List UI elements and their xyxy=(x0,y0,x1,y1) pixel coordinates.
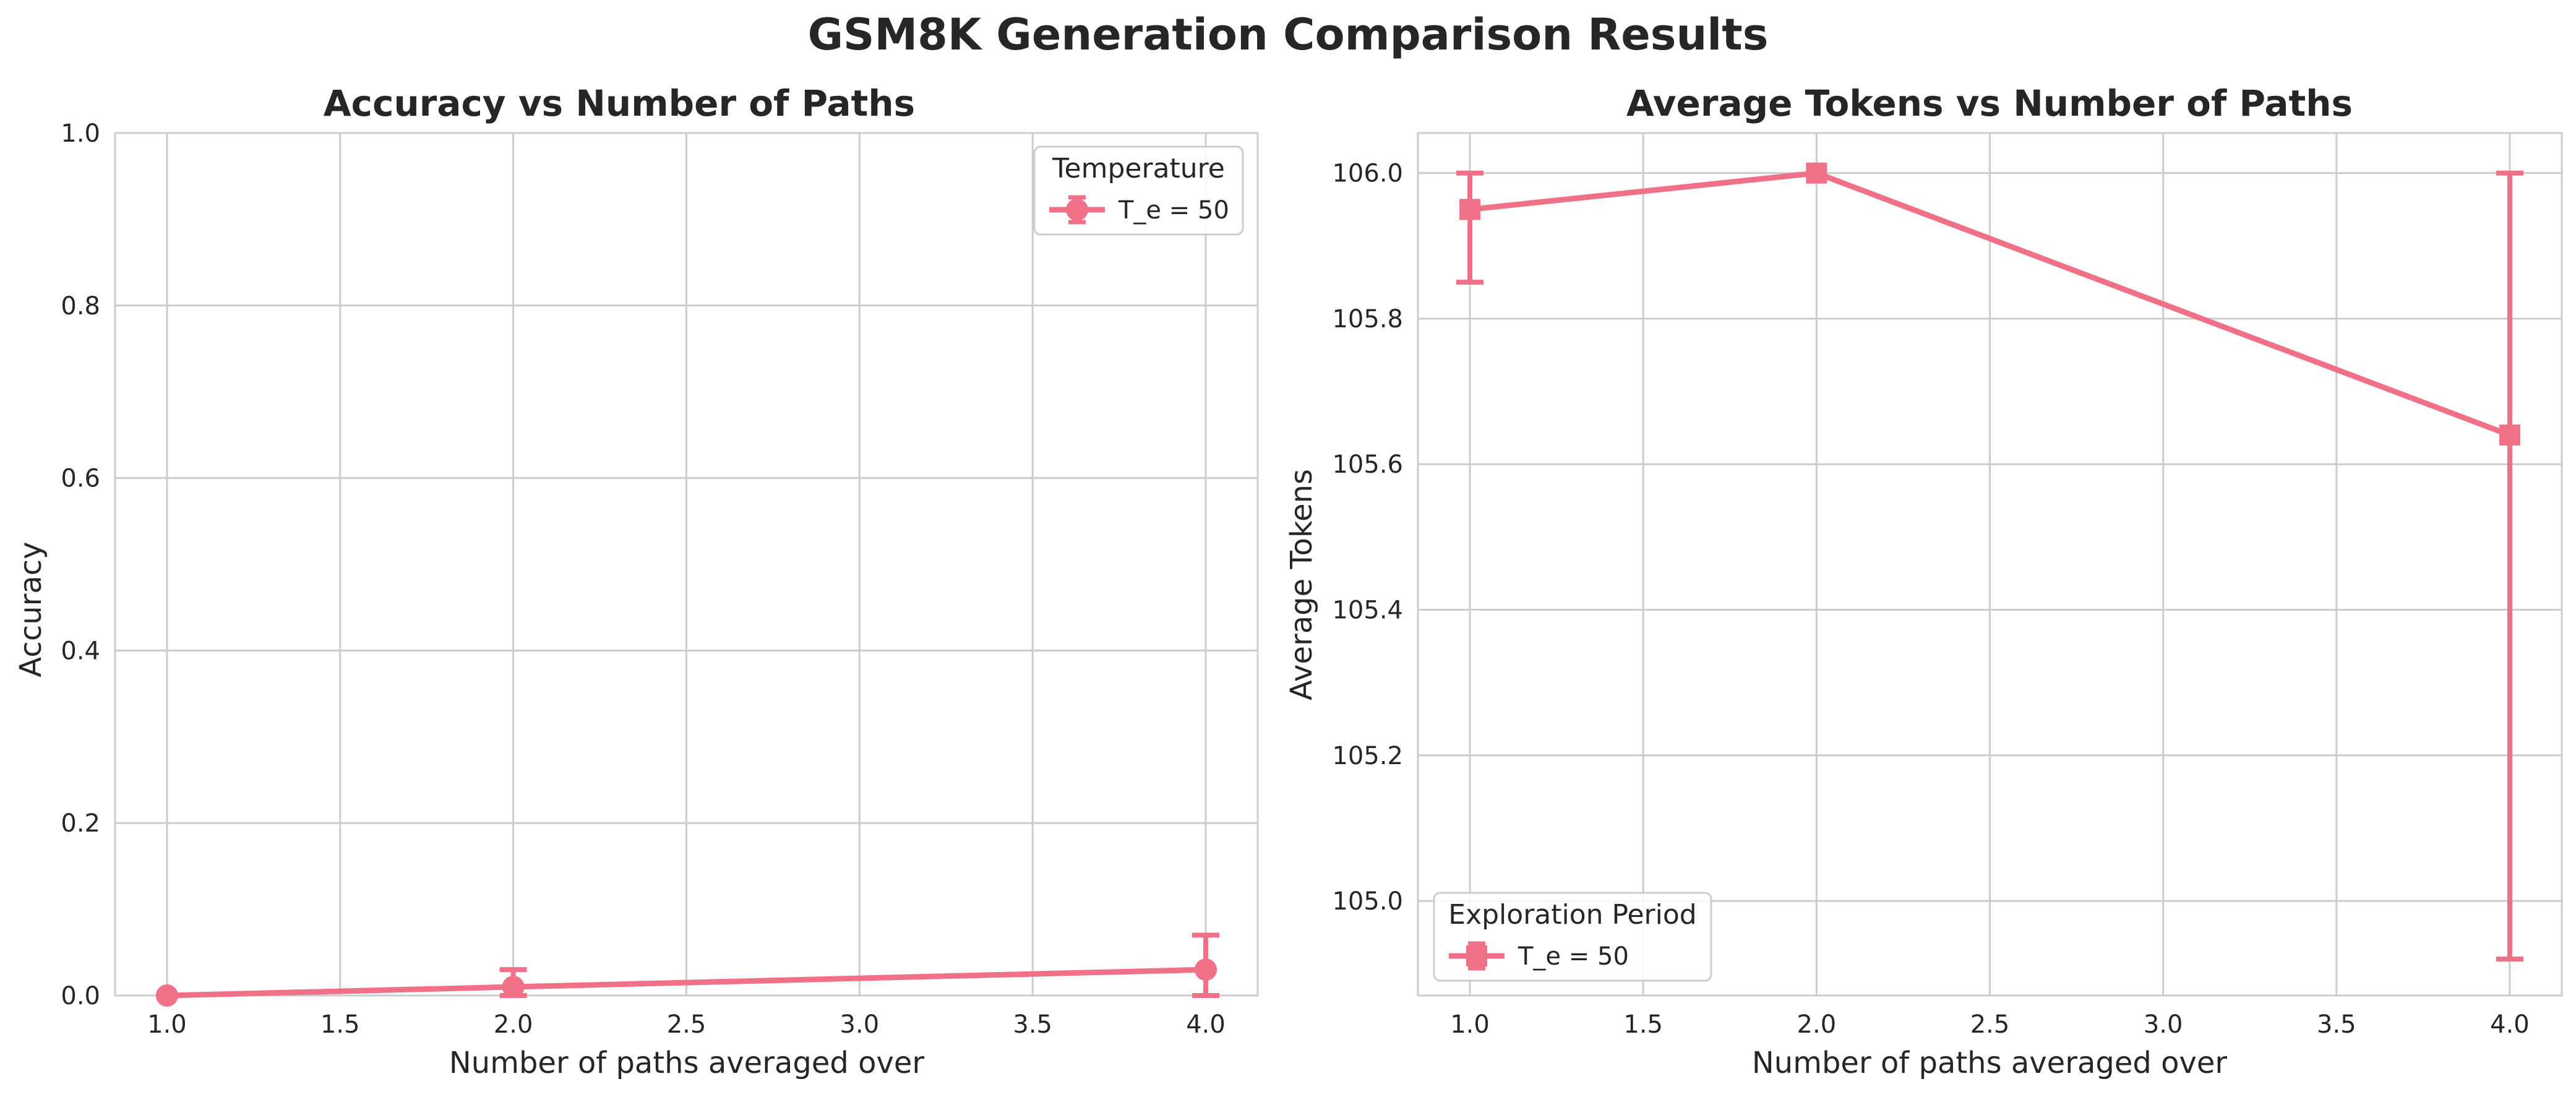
tokens-x-tick-label: 1.0 xyxy=(1450,1010,1490,1039)
accuracy-plot-frame xyxy=(114,132,1259,997)
accuracy-legend-marker xyxy=(1066,199,1088,221)
tokens-y-tick-label: 105.2 xyxy=(1332,742,1403,770)
accuracy-data-point xyxy=(1195,958,1217,981)
tokens-data-point xyxy=(1806,162,1827,184)
tokens-series-0 xyxy=(1456,162,2523,962)
accuracy-data-point xyxy=(155,984,178,1007)
tokens-x-tick-label: 2.5 xyxy=(1970,1010,2010,1039)
accuracy-y-tick-label: 0.6 xyxy=(61,465,100,493)
accuracy-series-0 xyxy=(155,932,1220,1007)
accuracy-x-tick-label: 3.5 xyxy=(1013,1010,1052,1039)
accuracy-legend-label: T_e = 50 xyxy=(1118,196,1229,225)
tokens-x-tick-label: 3.0 xyxy=(2144,1010,2183,1039)
tokens-data-point xyxy=(2499,424,2520,446)
tokens-x-tick-label: 4.0 xyxy=(2490,1010,2530,1039)
accuracy-panel-title: Accuracy vs Number of Paths xyxy=(324,82,915,124)
accuracy-y-tick-label: 0.0 xyxy=(61,982,100,1010)
tokens-y-axis-label: Average Tokens xyxy=(1284,469,1319,700)
tokens-y-tick-label: 105.0 xyxy=(1332,887,1403,916)
tokens-legend: Exploration Period T_e = 50 xyxy=(1433,892,1712,982)
tokens-y-tick-label: 105.4 xyxy=(1332,596,1403,625)
accuracy-x-tick-label: 3.0 xyxy=(840,1010,880,1039)
tokens-legend-marker xyxy=(1466,945,1487,966)
accuracy-x-tick-label: 1.5 xyxy=(320,1010,360,1039)
accuracy-y-tick-label: 1.0 xyxy=(61,119,100,148)
accuracy-x-tick-label: 4.0 xyxy=(1186,1010,1226,1039)
tokens-legend-title: Exploration Period xyxy=(1448,899,1696,931)
accuracy-y-tick-label: 0.8 xyxy=(61,292,100,320)
tokens-plot-frame xyxy=(1417,132,2563,997)
tokens-y-tick-label: 106.0 xyxy=(1332,160,1403,188)
accuracy-panel: Accuracy vs Number of Paths Number of pa… xyxy=(14,82,1259,1080)
accuracy-y-tick-label: 0.4 xyxy=(61,637,100,665)
accuracy-legend-title: Temperature xyxy=(1052,153,1225,184)
tokens-y-tick-label: 105.6 xyxy=(1332,450,1403,479)
tokens-panel-title: Average Tokens vs Number of Paths xyxy=(1626,82,2353,124)
tokens-legend-label: T_e = 50 xyxy=(1518,942,1629,971)
accuracy-y-tick-label: 0.2 xyxy=(61,809,100,838)
figure-title: GSM8K Generation Comparison Results xyxy=(808,9,1769,60)
accuracy-x-tick-label: 2.0 xyxy=(494,1010,533,1039)
accuracy-x-tick-label: 2.5 xyxy=(667,1010,706,1039)
tokens-data-point xyxy=(1459,199,1481,220)
accuracy-y-axis-label: Accuracy xyxy=(14,541,48,677)
tokens-panel: Average Tokens vs Number of Paths Number… xyxy=(1284,82,2563,1080)
tokens-x-tick-label: 1.5 xyxy=(1623,1010,1663,1039)
tokens-grid xyxy=(1418,133,2562,996)
accuracy-x-axis-label: Number of paths averaged over xyxy=(449,1046,925,1080)
accuracy-legend: Temperature T_e = 50 xyxy=(1033,145,1244,236)
accuracy-x-tick-label: 1.0 xyxy=(147,1010,187,1039)
tokens-y-tick-label: 105.8 xyxy=(1332,305,1403,333)
accuracy-data-point xyxy=(502,976,525,999)
tokens-x-tick-label: 2.0 xyxy=(1797,1010,1837,1039)
tokens-x-tick-label: 3.5 xyxy=(2317,1010,2356,1039)
tokens-x-axis-label: Number of paths averaged over xyxy=(1752,1046,2228,1080)
accuracy-grid xyxy=(115,132,1258,997)
